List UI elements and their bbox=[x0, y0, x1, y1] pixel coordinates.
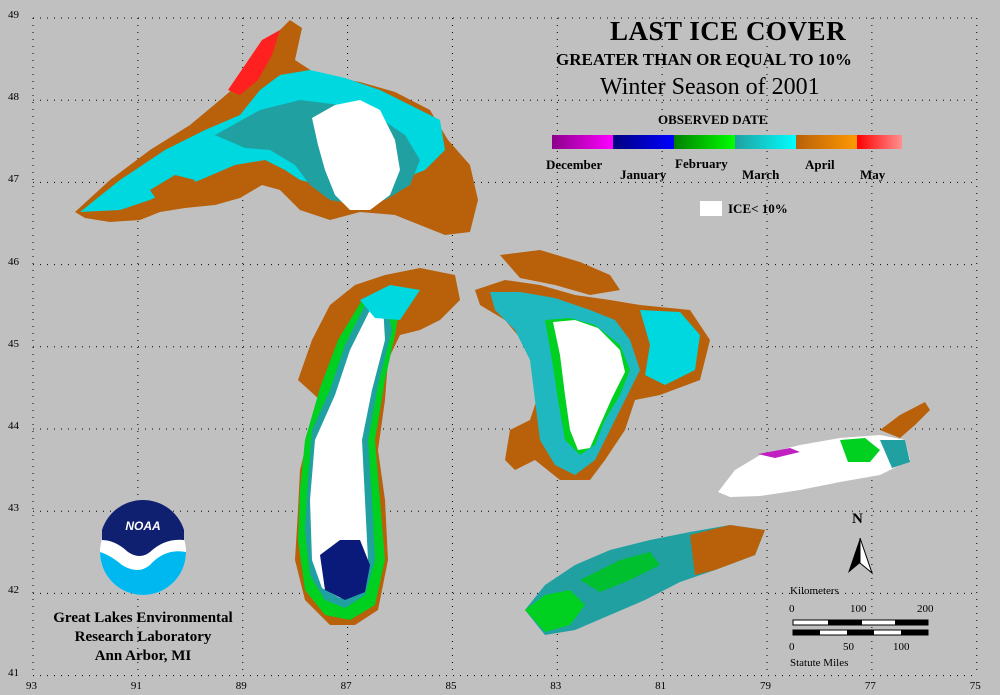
scale-km-tick: 200 bbox=[917, 603, 934, 615]
legend-month-may: May bbox=[860, 167, 886, 182]
latitude-label: 46 bbox=[8, 255, 19, 268]
lake-huron bbox=[475, 250, 710, 480]
longitude-label: 91 bbox=[130, 680, 142, 692]
noaa-logo: NOAA bbox=[100, 499, 186, 595]
scale-mi-tick: 100 bbox=[893, 641, 910, 653]
longitude-label: 83 bbox=[550, 680, 562, 692]
latitude-label: 48 bbox=[8, 91, 19, 104]
season-label: Winter Season of 2001 bbox=[600, 74, 820, 100]
legend-swatch-january bbox=[613, 135, 674, 149]
map-subtitle: GREATER THAN OR EQUAL TO 10% bbox=[556, 50, 852, 69]
scale-bar bbox=[792, 619, 929, 636]
scale-km-tick: 100 bbox=[850, 603, 867, 615]
latitude-label: 49 bbox=[8, 9, 19, 21]
north-label: N bbox=[852, 511, 863, 527]
scale-mi-label: Statute Miles bbox=[790, 657, 849, 669]
lake-ontario bbox=[718, 402, 930, 497]
organization-name: Great Lakes Environmental Research Labor… bbox=[38, 609, 248, 666]
scale-mi-tick: 50 bbox=[843, 641, 854, 653]
latitude-label: 47 bbox=[8, 173, 19, 186]
latitude-label: 44 bbox=[8, 420, 19, 432]
legend-month-april: April bbox=[805, 157, 835, 172]
scale-km-label: Kilometers bbox=[790, 585, 839, 597]
legend-swatch-march bbox=[735, 135, 796, 149]
lake-erie bbox=[525, 525, 765, 635]
legend-month-february: February bbox=[675, 156, 728, 171]
legend-heading: OBSERVED DATE bbox=[658, 112, 768, 127]
lake-michigan bbox=[295, 268, 460, 625]
scale-mi-tick: 0 bbox=[789, 641, 795, 653]
noaa-logo-text: NOAA bbox=[125, 519, 160, 533]
ice-less-label: ICE< 10% bbox=[728, 201, 788, 216]
longitude-label: 85 bbox=[445, 680, 457, 692]
legend-swatch-february bbox=[674, 135, 735, 149]
longitude-label: 93 bbox=[26, 680, 37, 692]
latitude-label: 41 bbox=[8, 666, 19, 679]
longitude-label: 89 bbox=[235, 680, 247, 692]
scale-km-tick: 0 bbox=[789, 603, 795, 615]
longitude-label: 79 bbox=[760, 680, 772, 692]
legend-month-january: January bbox=[620, 167, 667, 182]
org-line-3: Ann Arbor, MI bbox=[94, 648, 192, 664]
legend-month-march: March bbox=[742, 167, 780, 182]
org-line-1: Great Lakes Environmental bbox=[53, 610, 233, 626]
ice-less-swatch bbox=[700, 201, 722, 216]
map-title: LAST ICE COVER bbox=[610, 16, 847, 46]
latitude-label: 43 bbox=[8, 502, 19, 515]
latitude-label: 45 bbox=[8, 337, 19, 350]
lake-superior bbox=[75, 20, 478, 235]
legend-month-december: December bbox=[546, 157, 603, 172]
north-arrow-icon bbox=[848, 537, 874, 575]
longitude-label: 87 bbox=[340, 680, 352, 692]
longitude-label: 77 bbox=[864, 680, 876, 692]
org-line-2: Research Laboratory bbox=[74, 629, 212, 645]
legend-swatch-april bbox=[796, 135, 857, 149]
observed-date-color-bar bbox=[552, 135, 902, 149]
latitude-label: 42 bbox=[8, 584, 19, 597]
legend-swatch-december bbox=[552, 135, 613, 149]
longitude-label: 75 bbox=[969, 680, 981, 692]
longitude-label: 81 bbox=[655, 680, 667, 692]
legend-swatch-may bbox=[857, 135, 902, 149]
